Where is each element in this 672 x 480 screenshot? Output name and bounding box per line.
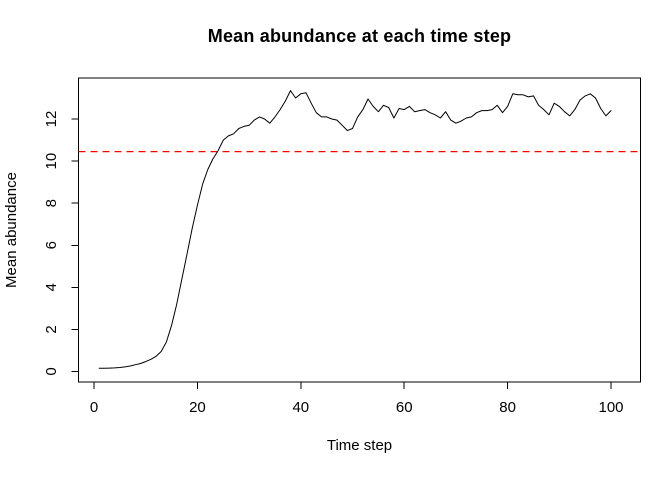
chart-title: Mean abundance at each time step	[207, 26, 512, 46]
y-tick-label: 10	[43, 153, 60, 170]
y-tick-label: 0	[43, 367, 60, 375]
x-axis-label: Time step	[326, 437, 393, 454]
x-tick-label: 60	[396, 399, 413, 416]
y-tick-label: 12	[43, 111, 60, 128]
x-tick-label: 20	[189, 399, 206, 416]
series-line-mean-abundance	[98, 90, 612, 369]
x-tick-label: 100	[599, 399, 624, 416]
x-tick-label: 80	[499, 399, 516, 416]
plot-box	[78, 77, 641, 383]
x-tick-label: 40	[292, 399, 309, 416]
y-tick-label: 6	[43, 241, 60, 249]
y-tick-label: 2	[43, 325, 60, 333]
y-axis-label: Mean abundance	[3, 172, 20, 288]
y-tick-label: 8	[43, 199, 60, 207]
x-tick-label: 0	[90, 399, 98, 416]
y-tick-label: 4	[43, 283, 60, 291]
